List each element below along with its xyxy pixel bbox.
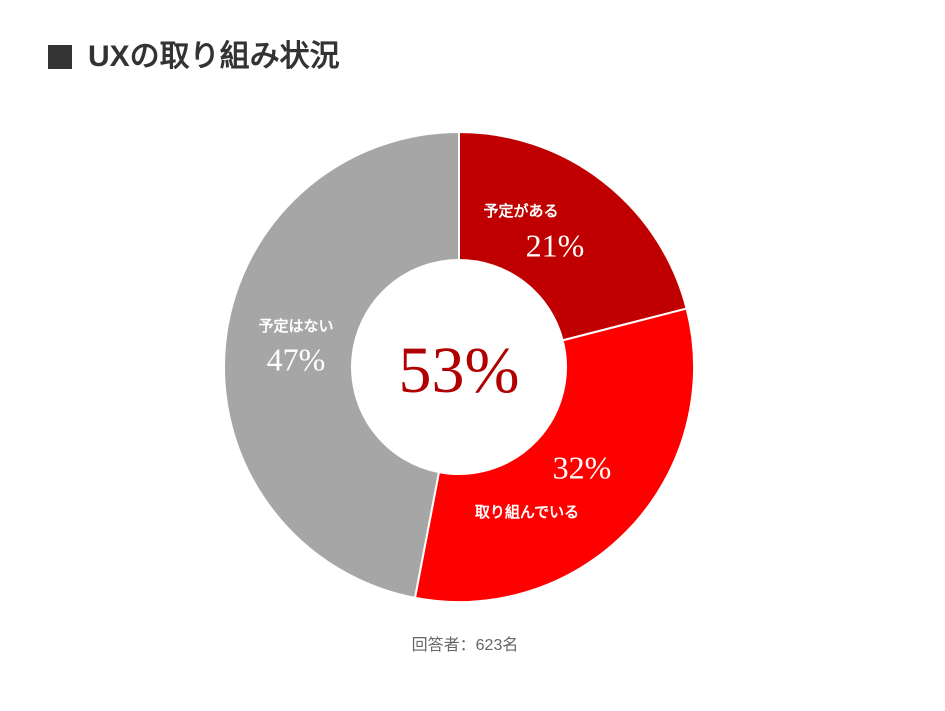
slice-value-label: 32% xyxy=(553,449,612,485)
slice-value-label: 21% xyxy=(526,227,585,263)
title-marker xyxy=(48,45,72,69)
donut-slice xyxy=(413,307,695,603)
slice-name: 予定がある xyxy=(483,202,558,220)
slice-value-label: 47% xyxy=(267,341,326,377)
note: 回答者：623名 xyxy=(412,636,519,654)
slice-name: 予定はない xyxy=(258,317,333,335)
donut-slice xyxy=(458,130,688,342)
chart-title: UXの取り組み状況 xyxy=(88,39,340,73)
slice-name: 取り組んでいる xyxy=(475,503,579,521)
donut-slice xyxy=(223,130,460,600)
center-label: 53% xyxy=(399,334,520,407)
